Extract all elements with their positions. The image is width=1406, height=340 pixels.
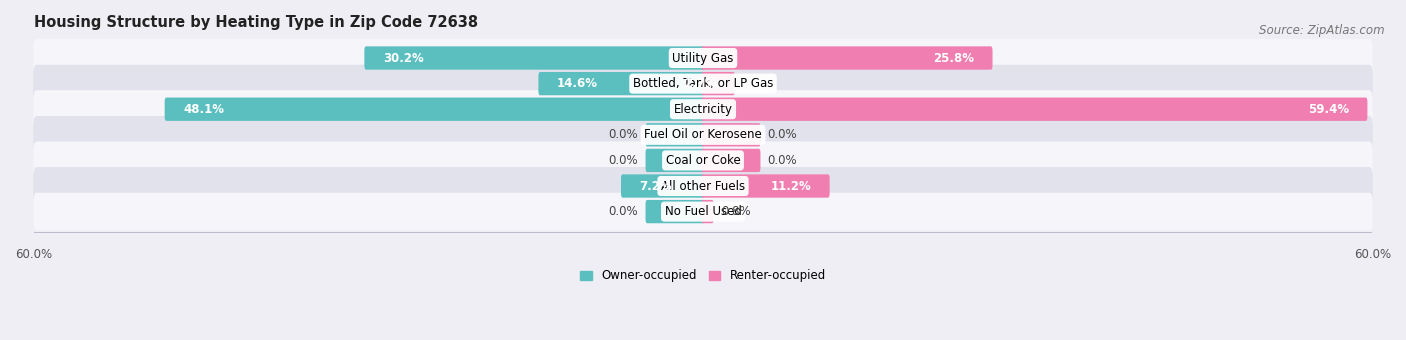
Text: Bottled, Tank, or LP Gas: Bottled, Tank, or LP Gas — [633, 77, 773, 90]
Text: 25.8%: 25.8% — [934, 52, 974, 65]
FancyBboxPatch shape — [645, 200, 704, 223]
Text: 59.4%: 59.4% — [1308, 103, 1348, 116]
Text: Source: ZipAtlas.com: Source: ZipAtlas.com — [1260, 24, 1385, 37]
FancyBboxPatch shape — [538, 72, 704, 95]
Text: 11.2%: 11.2% — [770, 180, 811, 192]
Text: Electricity: Electricity — [673, 103, 733, 116]
FancyBboxPatch shape — [702, 200, 714, 223]
FancyBboxPatch shape — [702, 123, 761, 147]
FancyBboxPatch shape — [621, 174, 704, 198]
FancyBboxPatch shape — [364, 46, 704, 70]
FancyBboxPatch shape — [34, 167, 1372, 205]
Text: 0.0%: 0.0% — [609, 205, 638, 218]
Text: 0.8%: 0.8% — [721, 205, 751, 218]
Text: 48.1%: 48.1% — [183, 103, 224, 116]
Legend: Owner-occupied, Renter-occupied: Owner-occupied, Renter-occupied — [575, 265, 831, 287]
Text: 7.2%: 7.2% — [640, 180, 672, 192]
FancyBboxPatch shape — [702, 72, 735, 95]
FancyBboxPatch shape — [702, 174, 830, 198]
FancyBboxPatch shape — [34, 65, 1372, 102]
FancyBboxPatch shape — [645, 123, 704, 147]
Text: 0.0%: 0.0% — [768, 128, 797, 141]
Text: Coal or Coke: Coal or Coke — [665, 154, 741, 167]
FancyBboxPatch shape — [34, 39, 1372, 77]
FancyBboxPatch shape — [702, 149, 761, 172]
FancyBboxPatch shape — [34, 142, 1372, 179]
FancyBboxPatch shape — [702, 98, 1368, 121]
FancyBboxPatch shape — [702, 46, 993, 70]
Text: All other Fuels: All other Fuels — [661, 180, 745, 192]
Text: 0.0%: 0.0% — [609, 154, 638, 167]
Text: No Fuel Used: No Fuel Used — [665, 205, 741, 218]
FancyBboxPatch shape — [34, 90, 1372, 128]
FancyBboxPatch shape — [165, 98, 704, 121]
FancyBboxPatch shape — [34, 193, 1372, 231]
Text: 30.2%: 30.2% — [382, 52, 423, 65]
FancyBboxPatch shape — [34, 116, 1372, 154]
Text: Utility Gas: Utility Gas — [672, 52, 734, 65]
Text: Fuel Oil or Kerosene: Fuel Oil or Kerosene — [644, 128, 762, 141]
Text: 0.0%: 0.0% — [768, 154, 797, 167]
Text: Housing Structure by Heating Type in Zip Code 72638: Housing Structure by Heating Type in Zip… — [34, 15, 478, 30]
FancyBboxPatch shape — [645, 149, 704, 172]
Text: 2.7%: 2.7% — [683, 77, 717, 90]
Text: 0.0%: 0.0% — [609, 128, 638, 141]
Text: 14.6%: 14.6% — [557, 77, 598, 90]
